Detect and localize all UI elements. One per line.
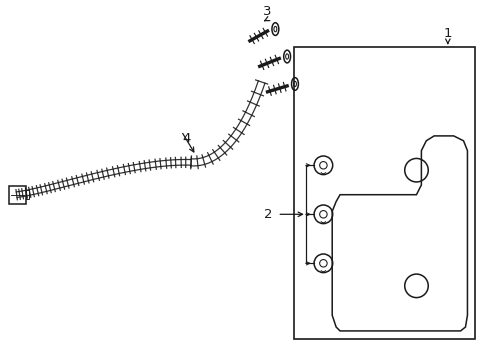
Text: 1: 1: [443, 27, 451, 40]
Bar: [293, 47, 474, 339]
Text: 3: 3: [263, 5, 271, 18]
Text: 4: 4: [182, 132, 190, 145]
Text: 2: 2: [264, 208, 272, 221]
Bar: [9, 186, 26, 203]
Bar: [26, 190, 29, 199]
